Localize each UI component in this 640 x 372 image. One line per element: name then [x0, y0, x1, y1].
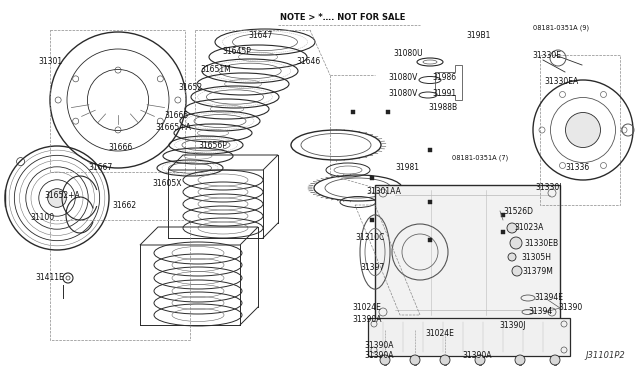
Bar — [428, 200, 432, 204]
Text: 31080U: 31080U — [393, 48, 422, 58]
Text: 31379M: 31379M — [522, 266, 553, 276]
Bar — [501, 230, 505, 234]
Text: 31080V: 31080V — [388, 74, 417, 83]
Text: 31390J: 31390J — [499, 321, 525, 330]
Text: 31666: 31666 — [108, 144, 132, 153]
Text: 31652: 31652 — [178, 83, 202, 93]
Text: 31662: 31662 — [112, 201, 136, 209]
Text: NOTE > *…. NOT FOR SALE: NOTE > *…. NOT FOR SALE — [280, 13, 405, 22]
Text: 31646: 31646 — [296, 58, 320, 67]
Circle shape — [508, 253, 516, 261]
Text: 319B1: 319B1 — [466, 31, 490, 39]
Circle shape — [512, 266, 522, 276]
Text: 31330EA: 31330EA — [544, 77, 579, 87]
Text: 31667: 31667 — [88, 164, 112, 173]
Bar — [370, 176, 374, 180]
Text: J31101P2: J31101P2 — [585, 352, 625, 360]
Text: 08181-0351A (9): 08181-0351A (9) — [533, 25, 589, 31]
Bar — [386, 110, 390, 114]
Circle shape — [410, 355, 420, 365]
Text: 31605X: 31605X — [152, 179, 182, 187]
Text: 31080V: 31080V — [388, 89, 417, 97]
Text: 31665+A: 31665+A — [155, 124, 191, 132]
Text: 31656P: 31656P — [198, 141, 227, 150]
Text: 31336: 31336 — [565, 164, 589, 173]
Text: 31652+A: 31652+A — [44, 192, 80, 201]
Circle shape — [440, 355, 450, 365]
Text: 08181-0351A (7): 08181-0351A (7) — [452, 155, 508, 161]
Bar — [428, 238, 432, 242]
Text: 31305H: 31305H — [521, 253, 551, 262]
Bar — [428, 148, 432, 152]
Circle shape — [475, 355, 485, 365]
Text: 31390A: 31390A — [352, 315, 381, 324]
Text: 31390A: 31390A — [462, 352, 492, 360]
Text: 31023A: 31023A — [514, 224, 543, 232]
Bar — [501, 213, 505, 217]
Bar — [375, 185, 560, 320]
Text: 31330EB: 31330EB — [524, 238, 558, 247]
Text: 31988B: 31988B — [428, 103, 457, 112]
Text: 31665: 31665 — [164, 110, 188, 119]
Text: 31024E: 31024E — [352, 302, 381, 311]
Text: 31411E: 31411E — [35, 273, 64, 282]
Bar — [351, 110, 355, 114]
Text: 31526D: 31526D — [503, 206, 533, 215]
Text: 31397: 31397 — [360, 263, 384, 273]
Text: 31100: 31100 — [30, 214, 54, 222]
Circle shape — [566, 112, 600, 148]
Text: 31330E: 31330E — [532, 51, 561, 60]
Text: 31981: 31981 — [395, 164, 419, 173]
Circle shape — [515, 355, 525, 365]
Text: 31991: 31991 — [432, 89, 456, 97]
Text: 31651M: 31651M — [200, 65, 231, 74]
Text: 31390: 31390 — [558, 304, 582, 312]
Text: 31394: 31394 — [528, 308, 552, 317]
Text: 31390A: 31390A — [364, 352, 394, 360]
Bar — [368, 318, 570, 356]
Text: 31394E: 31394E — [534, 294, 563, 302]
Text: 31390A: 31390A — [364, 341, 394, 350]
Text: 31330I: 31330I — [535, 183, 561, 192]
Text: 31986: 31986 — [432, 74, 456, 83]
Text: 31301: 31301 — [38, 58, 62, 67]
Text: 31310C: 31310C — [355, 232, 385, 241]
Circle shape — [380, 355, 390, 365]
Circle shape — [47, 189, 67, 207]
Circle shape — [510, 237, 522, 249]
Text: 31301AA: 31301AA — [366, 187, 401, 196]
Text: 31645P: 31645P — [222, 48, 251, 57]
Text: 31647: 31647 — [248, 31, 272, 39]
Circle shape — [507, 223, 517, 233]
Circle shape — [550, 355, 560, 365]
Bar — [370, 218, 374, 222]
Text: 31024E: 31024E — [425, 330, 454, 339]
